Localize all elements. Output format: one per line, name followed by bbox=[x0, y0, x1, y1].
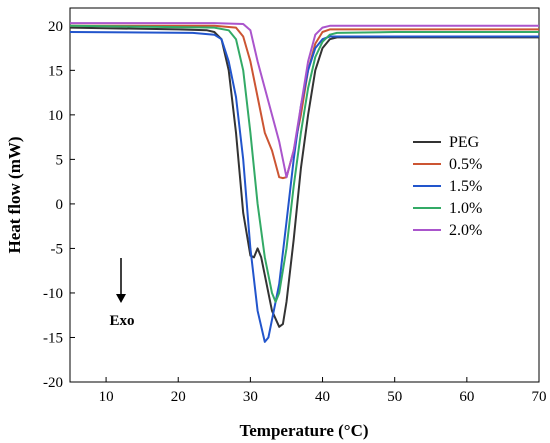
y-tick-label: 20 bbox=[48, 19, 63, 35]
x-tick-label: 40 bbox=[315, 389, 330, 405]
exo-annotation: Exo bbox=[109, 258, 135, 329]
y-tick-label: -15 bbox=[43, 330, 63, 346]
series-line-2.0% bbox=[70, 22, 539, 179]
legend-label: PEG bbox=[449, 134, 480, 151]
y-tick-label: 0 bbox=[56, 197, 64, 213]
exo-label: Exo bbox=[109, 313, 134, 329]
legend-label: 0.5% bbox=[449, 156, 482, 173]
y-tick-label: 10 bbox=[48, 108, 63, 124]
legend-label: 1.0% bbox=[449, 200, 482, 217]
plot-frame bbox=[69, 7, 540, 383]
y-tick-label: -5 bbox=[51, 241, 64, 257]
axis-ticks: 10 20 30 40 50 60 70 -20 -15 -10 -5 0 5 10 15 20 bbox=[43, 19, 547, 405]
x-tick-label: 70 bbox=[532, 389, 547, 405]
legend: PEG 0.5% 1.5% 1.0% 2.0% bbox=[413, 134, 482, 239]
x-tick-label: 50 bbox=[387, 389, 402, 405]
series-lines bbox=[69, 22, 539, 343]
y-tick-label: 5 bbox=[56, 152, 64, 168]
x-tick-label: 10 bbox=[99, 389, 114, 405]
legend-label: 1.5% bbox=[449, 178, 482, 195]
y-tick-label: -20 bbox=[43, 375, 63, 391]
x-tick-label: 20 bbox=[171, 389, 186, 405]
y-tick-label: 15 bbox=[48, 63, 63, 79]
series-line-0.5% bbox=[70, 24, 539, 180]
series-line-1.0% bbox=[69, 24, 539, 303]
y-axis-title: Heat flow (mW) bbox=[5, 136, 24, 253]
x-tick-label: 60 bbox=[459, 389, 474, 405]
x-axis-title: Temperature (°C) bbox=[239, 421, 368, 440]
x-tick-label: 30 bbox=[243, 389, 258, 405]
y-tick-label: -10 bbox=[43, 286, 63, 302]
legend-label: 2.0% bbox=[449, 222, 482, 239]
series-line-1.5% bbox=[69, 31, 539, 343]
exo-arrow-head bbox=[116, 294, 126, 303]
